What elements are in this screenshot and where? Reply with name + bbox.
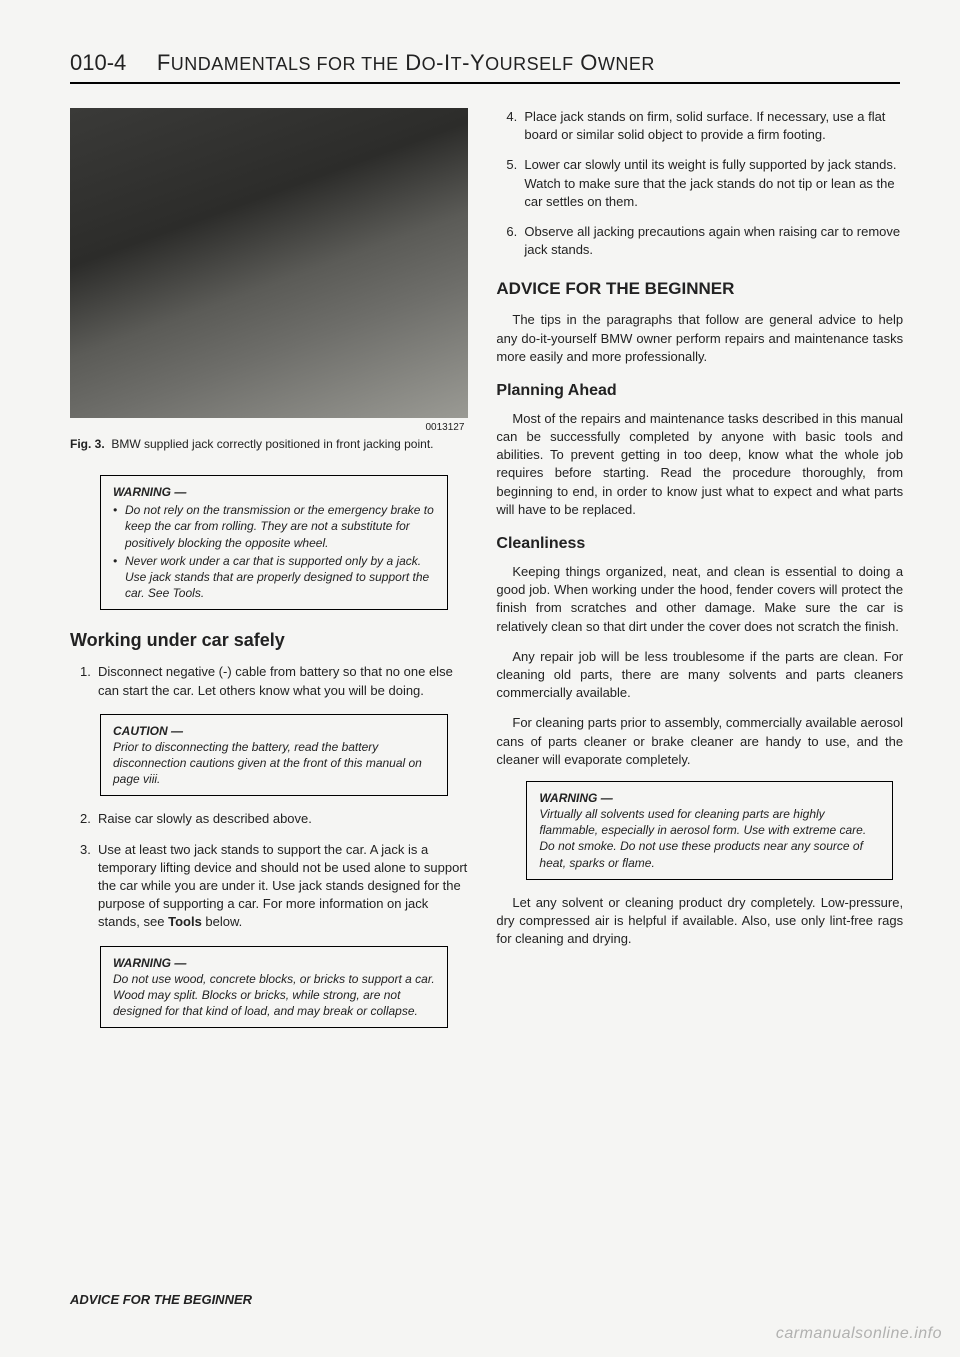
steps-list-2: 2. Raise car slowly as described above. … [70,810,468,931]
step-text: Raise car slowly as described above. [98,811,312,826]
left-column: 0013127 Fig. 3. BMW supplied jack correc… [70,108,468,1042]
warning-list: Do not rely on the transmission or the e… [113,502,435,601]
cleanliness-paragraph-2: Any repair job will be less troublesome … [496,648,903,703]
steps-list: 1. Disconnect negative (-) cable from ba… [70,663,468,699]
warning-item: Do not rely on the transmission or the e… [113,502,435,551]
page-number: 010-4 [70,50,126,75]
step-number: 3. [80,841,91,859]
cleanliness-paragraph-1: Keeping things organized, neat, and clea… [496,563,903,636]
subsection-planning: Planning Ahead [496,382,903,400]
right-column: 4. Place jack stands on firm, solid surf… [496,108,903,1042]
figure-caption: Fig. 3. BMW supplied jack correctly posi… [70,437,468,451]
two-column-layout: 0013127 Fig. 3. BMW supplied jack correc… [70,108,900,1042]
caution-box: CAUTION — Prior to disconnecting the bat… [100,714,448,797]
warning-item: Never work under a car that is supported… [113,553,435,602]
caution-text: Prior to disconnecting the battery, read… [113,739,435,788]
step-item: 5. Lower car slowly until its weight is … [510,156,903,211]
figure-code: 0013127 [70,422,468,433]
section-heading-advice: ADVICE FOR THE BEGINNER [496,279,903,299]
warning-box-3: WARNING — Virtually all solvents used fo… [526,781,893,880]
caution-title: CAUTION — [113,723,435,739]
step-item: 3. Use at least two jack stands to suppo… [84,841,468,932]
step-number: 1. [80,663,91,681]
step-item: 6. Observe all jacking precautions again… [510,223,903,259]
step-text: Use at least two jack stands to support … [98,842,467,930]
subsection-cleanliness: Cleanliness [496,535,903,553]
step-text: Lower car slowly until its weight is ful… [524,157,896,208]
step-number: 4. [506,108,517,126]
section-heading-working-under-car: Working under car safely [70,630,468,651]
step-number: 6. [506,223,517,241]
step-text: Observe all jacking precautions again wh… [524,224,900,257]
planning-paragraph: Most of the repairs and maintenance task… [496,410,903,519]
warning-title: WARNING — [539,790,880,806]
intro-paragraph: The tips in the paragraphs that follow a… [496,311,903,366]
step-item: 2. Raise car slowly as described above. [84,810,468,828]
page-header: 010-4 FUNDAMENTALS FOR THE DO-IT-YOURSEL… [70,50,900,84]
step-item: 4. Place jack stands on firm, solid surf… [510,108,903,144]
warning-box-2: WARNING — Do not use wood, concrete bloc… [100,946,448,1029]
cleanliness-paragraph-3: For cleaning parts prior to assembly, co… [496,714,903,769]
warning-box-1: WARNING — Do not rely on the transmissio… [100,475,448,610]
warning-title: WARNING — [113,955,435,971]
step-text: Place jack stands on firm, solid surface… [524,109,885,142]
figure-image [70,108,468,418]
figure-caption-text: BMW supplied jack correctly positioned i… [111,437,433,451]
chapter-title: FUNDAMENTALS FOR THE DO-IT-YOURSELF OWNE… [157,50,655,75]
figure-label: Fig. 3. [70,437,105,451]
step-number: 2. [80,810,91,828]
step-number: 5. [506,156,517,174]
cleanliness-paragraph-4: Let any solvent or cleaning product dry … [496,894,903,949]
warning-text: Virtually all solvents used for cleaning… [539,806,880,871]
step-text: Disconnect negative (-) cable from batte… [98,664,453,697]
page-footer: ADVICE FOR THE BEGINNER [70,1292,252,1307]
warning-text: Do not use wood, concrete blocks, or bri… [113,971,435,1020]
page-content: 010-4 FUNDAMENTALS FOR THE DO-IT-YOURSEL… [0,0,960,1092]
watermark: carmanualsonline.info [776,1325,942,1343]
steps-list-right: 4. Place jack stands on firm, solid surf… [496,108,903,259]
step-item: 1. Disconnect negative (-) cable from ba… [84,663,468,699]
warning-title: WARNING — [113,484,435,500]
header-line: 010-4 FUNDAMENTALS FOR THE DO-IT-YOURSEL… [70,50,900,76]
